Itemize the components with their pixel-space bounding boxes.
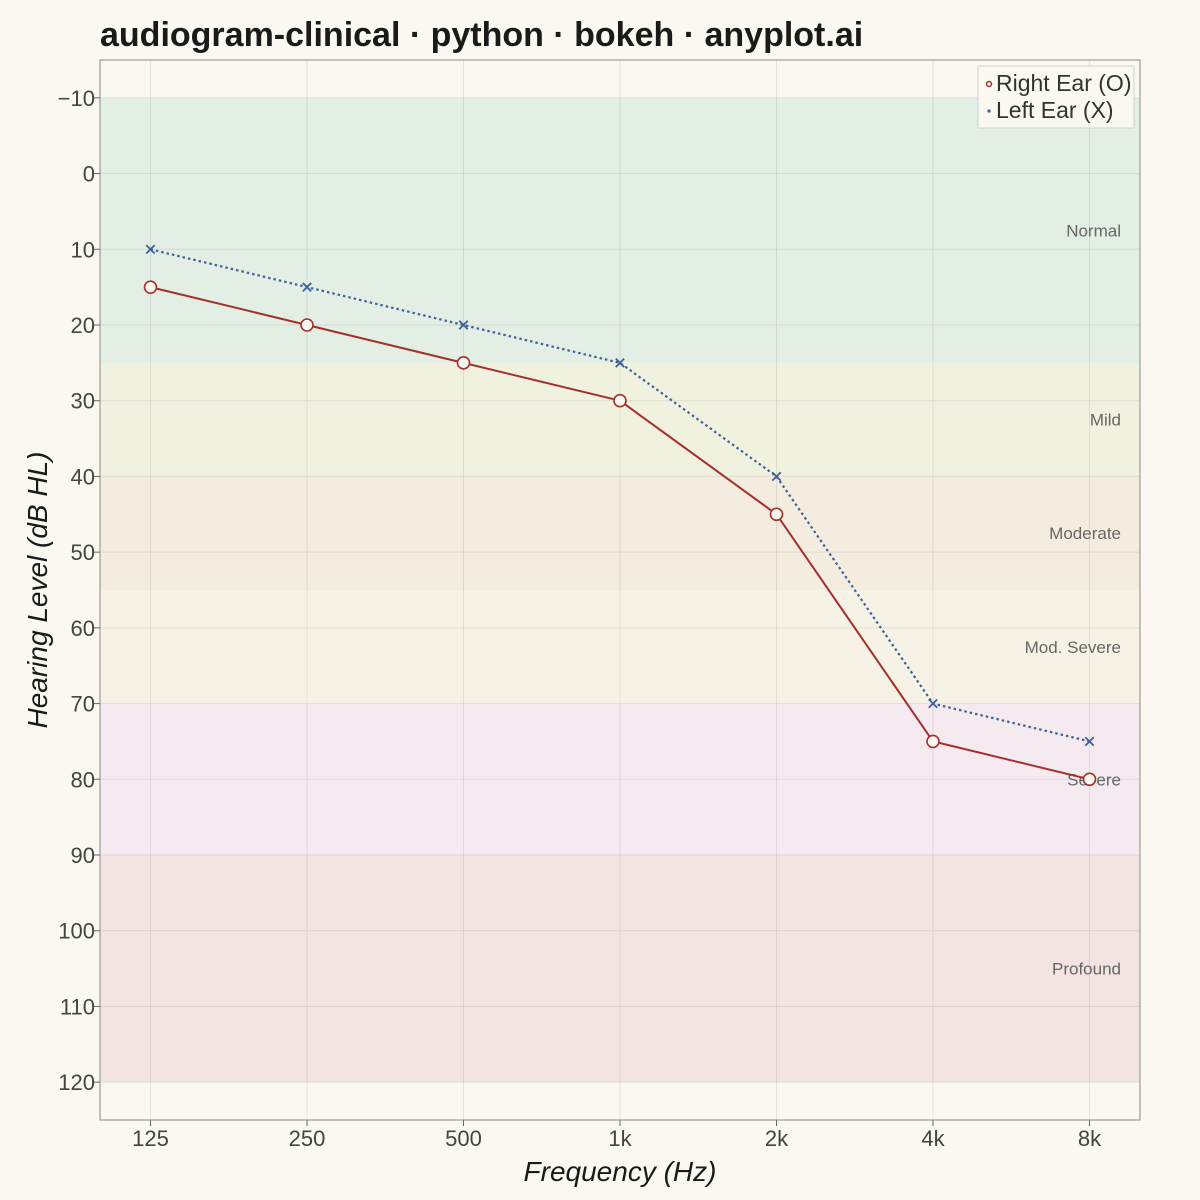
data-point-right-ear-o bbox=[300, 318, 314, 332]
data-point-left-ear-x bbox=[1084, 736, 1095, 747]
band-label-moderate: Moderate bbox=[1049, 524, 1121, 543]
x-axis-title: Frequency (Hz) bbox=[524, 1156, 717, 1187]
data-point-right-ear-o bbox=[143, 280, 158, 294]
y-tick-label: 110 bbox=[60, 994, 95, 1019]
legend-box bbox=[977, 65, 1135, 129]
x-tick-label: 8k bbox=[1078, 1126, 1102, 1151]
y-tick-label: 100 bbox=[58, 919, 95, 944]
y-tick-label: −10 bbox=[58, 86, 95, 111]
y-tick-label: 40 bbox=[71, 464, 95, 489]
x-tick-label: 2k bbox=[765, 1126, 789, 1151]
y-tick-label: 120 bbox=[58, 1070, 95, 1095]
y-tick-label: 70 bbox=[71, 692, 95, 717]
legend-marker-left-ear bbox=[987, 109, 991, 113]
data-point-left-ear-x bbox=[458, 320, 469, 330]
band-severe bbox=[100, 703, 1140, 855]
chart-title: audiogram-clinical · python · bokeh · an… bbox=[100, 16, 864, 54]
data-point-right-ear-o bbox=[613, 393, 627, 408]
x-tick-label: 125 bbox=[132, 1126, 169, 1151]
band-mod-severe bbox=[100, 590, 1140, 704]
y-tick-label: 10 bbox=[71, 237, 95, 262]
data-point-right-ear-o bbox=[926, 734, 940, 749]
data-point-left-ear-x bbox=[615, 358, 625, 368]
band-mild bbox=[100, 362, 1140, 477]
data-point-left-ear-x bbox=[145, 244, 156, 255]
data-point-right-ear-o bbox=[1082, 772, 1097, 787]
data-point-left-ear-x bbox=[302, 282, 312, 292]
x-tick-label: 500 bbox=[445, 1126, 482, 1151]
x-tick-label: 1k bbox=[608, 1126, 632, 1151]
data-point-right-ear-o bbox=[456, 356, 471, 370]
band-label-normal: Normal bbox=[1066, 221, 1121, 240]
legend: Right Ear (O) Left Ear (X) bbox=[977, 65, 1135, 129]
data-point-left-ear-x bbox=[928, 698, 938, 709]
data-point-right-ear-o bbox=[769, 507, 784, 522]
y-tick-label: 50 bbox=[71, 540, 95, 565]
y-tick-label: 80 bbox=[71, 767, 95, 792]
y-tick-label: 90 bbox=[71, 843, 95, 868]
legend-label-left-ear: Left Ear (X) bbox=[996, 97, 1114, 123]
legend-marker-right-ear bbox=[985, 80, 993, 88]
band-profound bbox=[100, 855, 1140, 1083]
y-tick-label: 20 bbox=[71, 313, 95, 338]
y-axis-title: Hearing Level (dB HL) bbox=[22, 451, 53, 728]
band-label-mild: Mild bbox=[1090, 411, 1121, 430]
band-label-mod-severe: Mod. Severe bbox=[1025, 638, 1121, 657]
data-point-left-ear-x bbox=[771, 471, 782, 482]
band-label-profound: Profound bbox=[1052, 960, 1121, 979]
x-tick-label: 4k bbox=[921, 1126, 945, 1151]
y-tick-label: 0 bbox=[83, 162, 95, 187]
band-moderate bbox=[100, 476, 1140, 590]
y-tick-label: 30 bbox=[71, 389, 95, 414]
band-normal bbox=[100, 97, 1140, 363]
legend-label-right-ear: Right Ear (O) bbox=[996, 70, 1131, 96]
x-tick-label: 250 bbox=[289, 1126, 326, 1151]
y-tick-label: 60 bbox=[71, 616, 95, 641]
